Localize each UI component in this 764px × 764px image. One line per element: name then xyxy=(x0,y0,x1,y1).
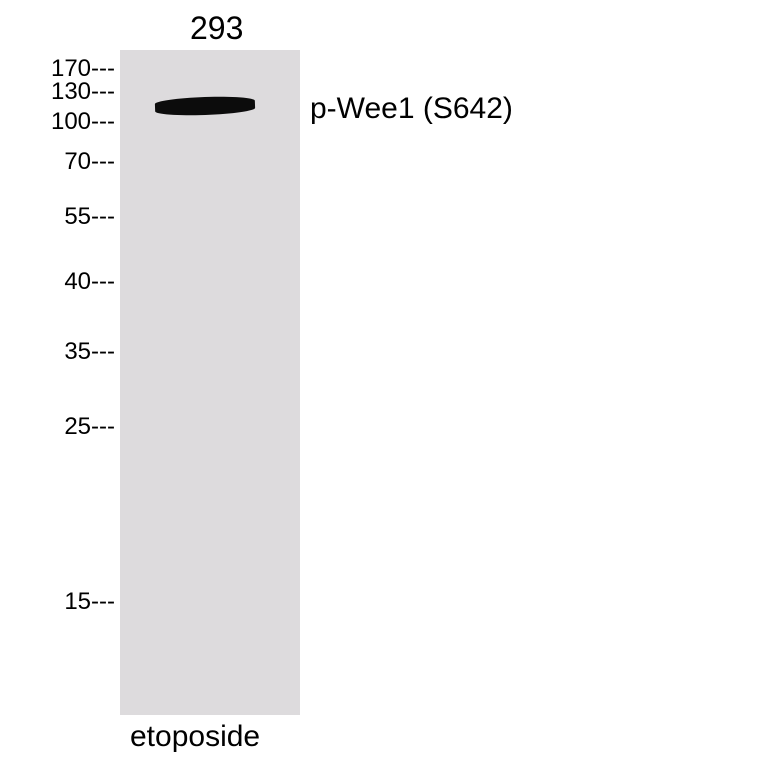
band-annotation: p-Wee1 (S642) xyxy=(310,92,513,126)
marker-55: 55--- xyxy=(30,203,115,231)
treatment-label: etoposide xyxy=(130,720,260,754)
marker-40: 40--- xyxy=(30,268,115,296)
marker-35: 35--- xyxy=(30,338,115,366)
marker-70: 70--- xyxy=(30,148,115,176)
blot-lane xyxy=(120,50,300,715)
western-blot-figure: 293 p-Wee1 (S642) etoposide 170---130---… xyxy=(0,0,764,764)
marker-130: 130--- xyxy=(30,78,115,106)
marker-25: 25--- xyxy=(30,413,115,441)
marker-15: 15--- xyxy=(30,588,115,616)
sample-label: 293 xyxy=(190,10,243,47)
marker-100: 100--- xyxy=(30,108,115,136)
